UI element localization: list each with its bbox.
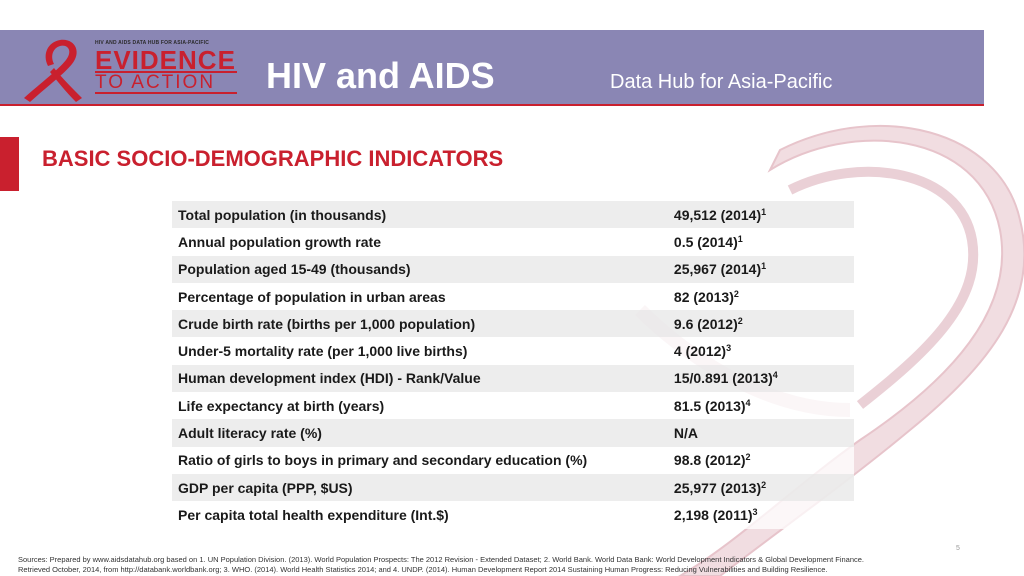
indicator-ref: 2 [733, 288, 739, 299]
section-marker [0, 137, 19, 191]
sources-line-2: Retrieved October, 2014, from http://dat… [18, 565, 828, 574]
indicator-value-cell: N/A [667, 419, 854, 447]
indicator-ref: 4 [745, 397, 751, 408]
table-row: Under-5 mortality rate (per 1,000 live b… [172, 337, 854, 365]
logo-line1: EVIDENCE [95, 45, 236, 75]
indicator-ref: 3 [726, 343, 732, 354]
indicator-value-cell: 4 (2012)3 [667, 337, 854, 365]
indicator-ref: 3 [752, 506, 758, 517]
indicator-ref: 2 [761, 479, 767, 490]
indicator-label: Under-5 mortality rate (per 1,000 live b… [172, 337, 668, 365]
indicator-value: 2,198 (2011) [673, 506, 753, 523]
indicator-value: 25,977 (2013) [673, 479, 762, 496]
indicator-ref: 1 [737, 233, 743, 244]
indicator-value-cell: 15/0.891 (2013)4 [667, 364, 854, 393]
evidence-to-action-logo: HIV AND AIDS DATA HUB FOR ASIA-PACIFIC E… [20, 34, 240, 104]
indicator-value: N/A [673, 425, 699, 442]
table-row: GDP per capita (PPP, $US) 25,977 (2013)2 [172, 473, 854, 502]
indicator-value: 0.5 (2014) [673, 233, 738, 250]
indicator-value: 98.8 (2012) [673, 452, 746, 469]
indicator-label: Life expectancy at birth (years) [172, 392, 668, 420]
indicator-value-cell: 0.5 (2014)1 [667, 228, 854, 256]
indicator-value-cell: 2,198 (2011)3 [667, 501, 854, 529]
logo-rule-bottom [95, 92, 237, 94]
indicator-value: 82 (2013) [673, 288, 734, 305]
indicator-value: 81.5 (2013) [673, 397, 746, 414]
indicator-label: Population aged 15-49 (thousands) [172, 255, 668, 283]
logo-line2: TO ACTION [95, 72, 216, 93]
indicators-table: Total population (in thousands) 49,512 (2… [172, 201, 854, 529]
indicator-value-cell: 82 (2013)2 [667, 282, 854, 311]
page-number: 5 [956, 545, 960, 552]
indicator-label: Total population (in thousands) [172, 201, 668, 229]
indicator-label: GDP per capita (PPP, $US) [172, 473, 668, 502]
indicator-label: Percentage of population in urban areas [172, 282, 668, 311]
table-row: Per capita total health expenditure (Int… [172, 501, 854, 529]
indicator-value: 9.6 (2012) [673, 315, 738, 332]
indicator-value: 25,967 (2014) [673, 261, 762, 278]
indicator-ref: 2 [737, 315, 743, 326]
indicator-label: Adult literacy rate (%) [172, 419, 668, 447]
red-ribbon-icon [24, 39, 82, 102]
table-row: Population aged 15-49 (thousands) 25,967 … [172, 255, 854, 283]
indicator-value-cell: 49,512 (2014)1 [667, 201, 854, 229]
table-row: Human development index (HDI) - Rank/Val… [172, 364, 854, 393]
indicator-label: Ratio of girls to boys in primary and se… [172, 446, 668, 474]
table-row: Adult literacy rate (%) N/A [172, 419, 854, 447]
logo-top-text: HIV AND AIDS DATA HUB FOR ASIA-PACIFIC [95, 40, 210, 46]
page-title: HIV and AIDS [266, 55, 495, 96]
indicator-ref: 4 [772, 370, 778, 381]
indicator-value-cell: 9.6 (2012)2 [667, 310, 854, 338]
indicator-value-cell: 25,967 (2014)1 [667, 255, 854, 283]
sources-note: Sources: Prepared by www.aidsdatahub.org… [18, 555, 1008, 575]
indicator-value-cell: 81.5 (2013)4 [667, 392, 854, 420]
indicator-ref: 2 [745, 452, 751, 463]
sources-line-1: Sources: Prepared by www.aidsdatahub.org… [18, 555, 865, 564]
indicator-ref: 1 [761, 261, 767, 272]
indicator-value-cell: 98.8 (2012)2 [667, 446, 854, 474]
table-row: Ratio of girls to boys in primary and se… [172, 446, 854, 474]
table-row: Percentage of population in urban areas 8… [172, 282, 854, 311]
table-row: Life expectancy at birth (years) 81.5 (20… [172, 392, 854, 420]
indicator-ref: 1 [761, 206, 767, 217]
section-title: BASIC SOCIO-DEMOGRAPHIC INDICATORS [42, 146, 504, 171]
table-row: Crude birth rate (births per 1,000 popul… [172, 310, 854, 338]
indicator-label: Annual population growth rate [172, 228, 668, 256]
indicator-value-cell: 25,977 (2013)2 [667, 473, 854, 502]
table-row: Total population (in thousands) 49,512 (2… [172, 201, 854, 229]
indicator-value: 15/0.891 (2013) [673, 370, 773, 387]
indicator-label: Per capita total health expenditure (Int… [172, 501, 668, 529]
logo-rule-top [95, 71, 237, 73]
indicator-value: 49,512 (2014) [673, 206, 762, 223]
indicator-value: 4 (2012) [673, 343, 727, 360]
table-row: Annual population growth rate 0.5 (2014)1 [172, 228, 854, 256]
indicator-label: Human development index (HDI) - Rank/Val… [172, 364, 668, 393]
page-subtitle: Data Hub for Asia-Pacific [610, 71, 833, 93]
indicator-label: Crude birth rate (births per 1,000 popul… [172, 310, 668, 338]
